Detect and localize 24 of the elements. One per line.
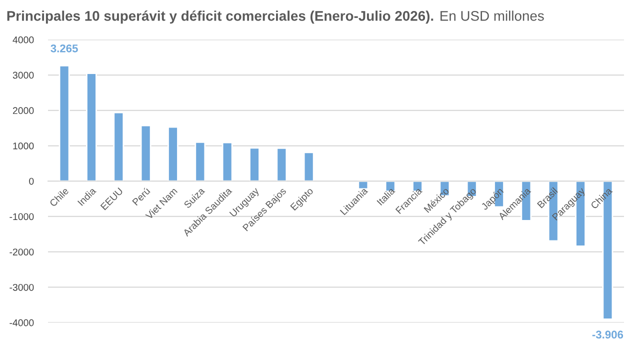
bar	[58, 64, 70, 182]
bar	[194, 142, 206, 182]
bar	[249, 147, 260, 182]
chart-title: Principales 10 superávit y déficit comerciales (Enero-Julio 2026).	[7, 10, 434, 24]
y-tick-label: 4000	[12, 36, 34, 44]
y-tick-label: -2000	[10, 248, 34, 256]
y-tick-label: 3000	[12, 72, 34, 79]
bar	[86, 72, 97, 182]
bar	[222, 142, 233, 182]
chart-subtitle: En USD millones	[440, 10, 544, 21]
bar	[113, 112, 124, 182]
y-tick-label: -4000	[10, 319, 34, 326]
bar	[140, 124, 152, 182]
data-label: -3.906	[592, 330, 624, 339]
data-label: 3.265	[50, 44, 78, 52]
y-tick-label: 1000	[13, 142, 34, 150]
y-tick-label: 0	[29, 178, 34, 185]
y-tick-label: -3000	[10, 284, 34, 291]
bar	[303, 152, 314, 182]
bar	[168, 126, 178, 182]
bar	[276, 148, 288, 182]
x-tick-label: Italia	[376, 186, 396, 206]
y-tick-label: 2000	[12, 107, 34, 114]
y-tick-label: -1000	[10, 213, 34, 220]
